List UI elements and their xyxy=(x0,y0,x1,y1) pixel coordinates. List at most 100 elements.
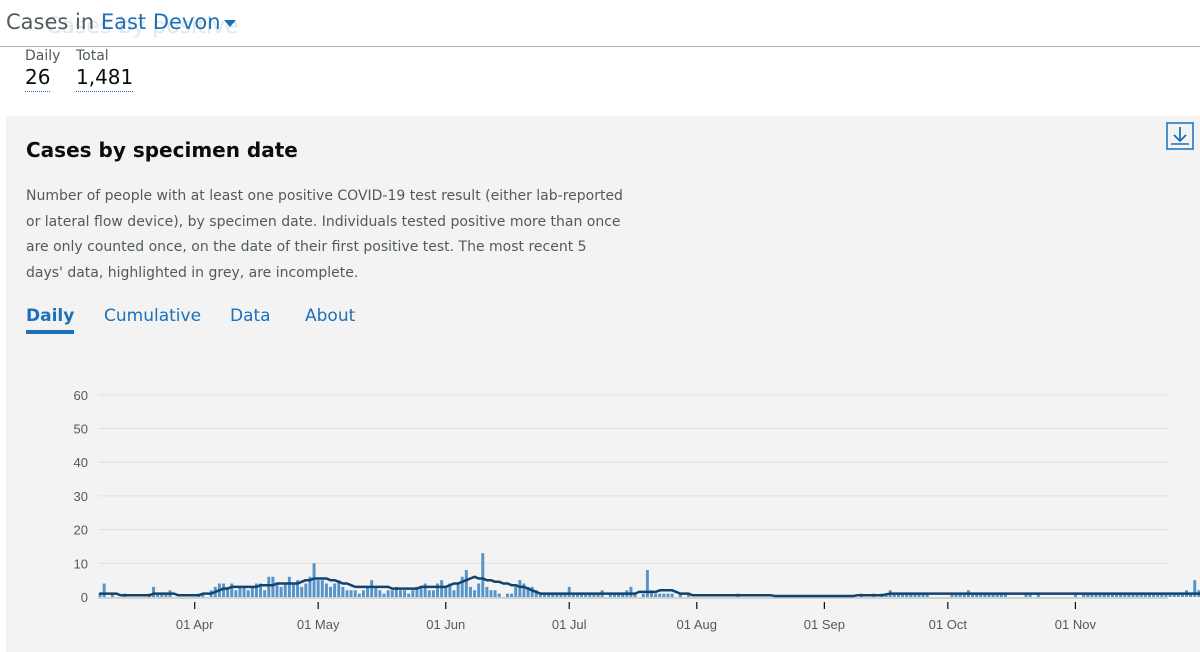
daily-cases-bar xyxy=(160,593,164,597)
total-stat: Total 1,481 xyxy=(76,48,134,92)
daily-cases-bar xyxy=(917,593,921,597)
daily-cases-bar xyxy=(464,570,468,597)
daily-cases-bar xyxy=(267,576,271,597)
daily-cases-bar xyxy=(1127,593,1131,597)
tab-about[interactable]: About xyxy=(305,306,356,326)
x-tick-label: 01 Apr xyxy=(176,617,214,632)
daily-cases-bar xyxy=(353,590,357,597)
daily-cases-bar xyxy=(415,586,419,597)
daily-cases-bar xyxy=(411,590,415,597)
daily-cases-bar xyxy=(526,586,530,597)
daily-cases-bar xyxy=(419,586,423,597)
daily-cases-bar xyxy=(518,580,522,597)
daily-cases-bar xyxy=(283,583,287,597)
daily-cases-bar xyxy=(98,593,102,597)
daily-cases-bar xyxy=(448,583,452,597)
daily-cases-bar xyxy=(1036,593,1040,597)
daily-cases-bar xyxy=(1090,593,1094,597)
daily-cases-bar xyxy=(559,593,563,597)
daily-cases-bar xyxy=(678,593,682,597)
daily-cases-bar xyxy=(156,593,160,597)
daily-cases-bar xyxy=(259,583,263,597)
daily-cases-bar xyxy=(896,593,900,597)
daily-cases-bar xyxy=(1115,593,1119,597)
daily-cases-bar xyxy=(662,593,666,597)
daily-cases-bar xyxy=(1131,593,1135,597)
daily-cases-bar xyxy=(201,593,205,597)
x-tick-label: 01 May xyxy=(297,617,340,632)
daily-cases-bar xyxy=(588,593,592,597)
daily-cases-bar xyxy=(658,593,662,597)
daily-cases-bar xyxy=(485,586,489,597)
daily-cases-bar xyxy=(1102,593,1106,597)
daily-cases-bar xyxy=(999,593,1003,597)
daily-cases-bar xyxy=(575,593,579,597)
area-selector[interactable]: East Devon xyxy=(101,10,236,34)
daily-cases-bar xyxy=(645,570,649,597)
card-title: Cases by specimen date xyxy=(26,138,298,162)
area-name[interactable]: East Devon xyxy=(100,10,221,34)
daily-cases-bar xyxy=(1094,593,1098,597)
daily-cases-bar xyxy=(543,593,547,597)
daily-cases-bar xyxy=(300,586,304,597)
daily-cases-bar xyxy=(892,593,896,597)
daily-cases-bar xyxy=(567,586,571,597)
total-stat-value[interactable]: 1,481 xyxy=(76,65,134,92)
daily-cases-bar xyxy=(357,593,361,597)
daily-cases-bar xyxy=(629,586,633,597)
x-tick-label: 01 Nov xyxy=(1055,617,1097,632)
daily-cases-bar xyxy=(427,590,431,597)
daily-cases-bar xyxy=(633,593,637,597)
daily-cases-bar xyxy=(473,590,477,597)
card-description: Number of people with at least one posit… xyxy=(26,188,623,281)
daily-cases-bar xyxy=(950,593,954,597)
rolling-average-line xyxy=(98,575,1200,598)
daily-cases-bar xyxy=(460,576,464,597)
daily-cases-bar xyxy=(971,593,975,597)
daily-cases-bar xyxy=(954,593,958,597)
daily-cases-bar xyxy=(164,593,168,597)
daily-cases-bar xyxy=(390,590,394,597)
daily-cases-bar xyxy=(995,593,999,597)
daily-cases-bar xyxy=(1147,593,1151,597)
tab-cumulative[interactable]: Cumulative xyxy=(104,306,202,326)
x-tick-label: 01 Sep xyxy=(804,617,845,632)
daily-cases-bar xyxy=(230,583,234,597)
daily-cases-bar xyxy=(650,590,654,597)
title-prefix: Cases in xyxy=(6,10,95,34)
page-title: Cases in East Devon xyxy=(6,10,236,34)
x-tick-label: 01 Jul xyxy=(552,617,587,632)
daily-cases-bar xyxy=(152,586,156,597)
y-tick-label: 60 xyxy=(74,388,88,403)
daily-cases-bar xyxy=(1172,593,1176,597)
chevron-down-icon[interactable] xyxy=(223,19,236,27)
area-header: Cases by positive Cases in East Devon xyxy=(0,0,1200,47)
daily-cases-bar xyxy=(612,593,616,597)
daily-cases-bar xyxy=(436,583,440,597)
y-tick-label: 20 xyxy=(74,523,88,538)
daily-cases-bar xyxy=(398,590,402,597)
daily-cases-bar xyxy=(477,583,481,597)
download-icon[interactable] xyxy=(1166,122,1194,150)
daily-cases-bar xyxy=(530,586,534,597)
daily-cases-bar xyxy=(489,590,493,597)
daily-cases-bar xyxy=(394,586,398,597)
daily-cases-bar xyxy=(563,593,567,597)
daily-cases-bar xyxy=(296,580,300,597)
daily-cases-bar xyxy=(921,593,925,597)
daily-cases-bar xyxy=(329,586,333,597)
daily-cases-bar xyxy=(275,583,279,597)
daily-cases-bar xyxy=(238,586,242,597)
daily-cases-bar xyxy=(1082,593,1086,597)
tab-data[interactable]: Data xyxy=(230,306,271,326)
tab-daily[interactable]: Daily xyxy=(26,306,75,334)
daily-cases-bar xyxy=(987,593,991,597)
daily-cases-bar xyxy=(481,553,485,597)
daily-cases-bar xyxy=(386,590,390,597)
daily-cases-bar xyxy=(522,583,526,597)
daily-cases-bar xyxy=(345,590,349,597)
daily-stat-value[interactable]: 26 xyxy=(25,65,51,92)
daily-cases-bar xyxy=(905,593,909,597)
daily-cases-bar xyxy=(110,593,114,597)
